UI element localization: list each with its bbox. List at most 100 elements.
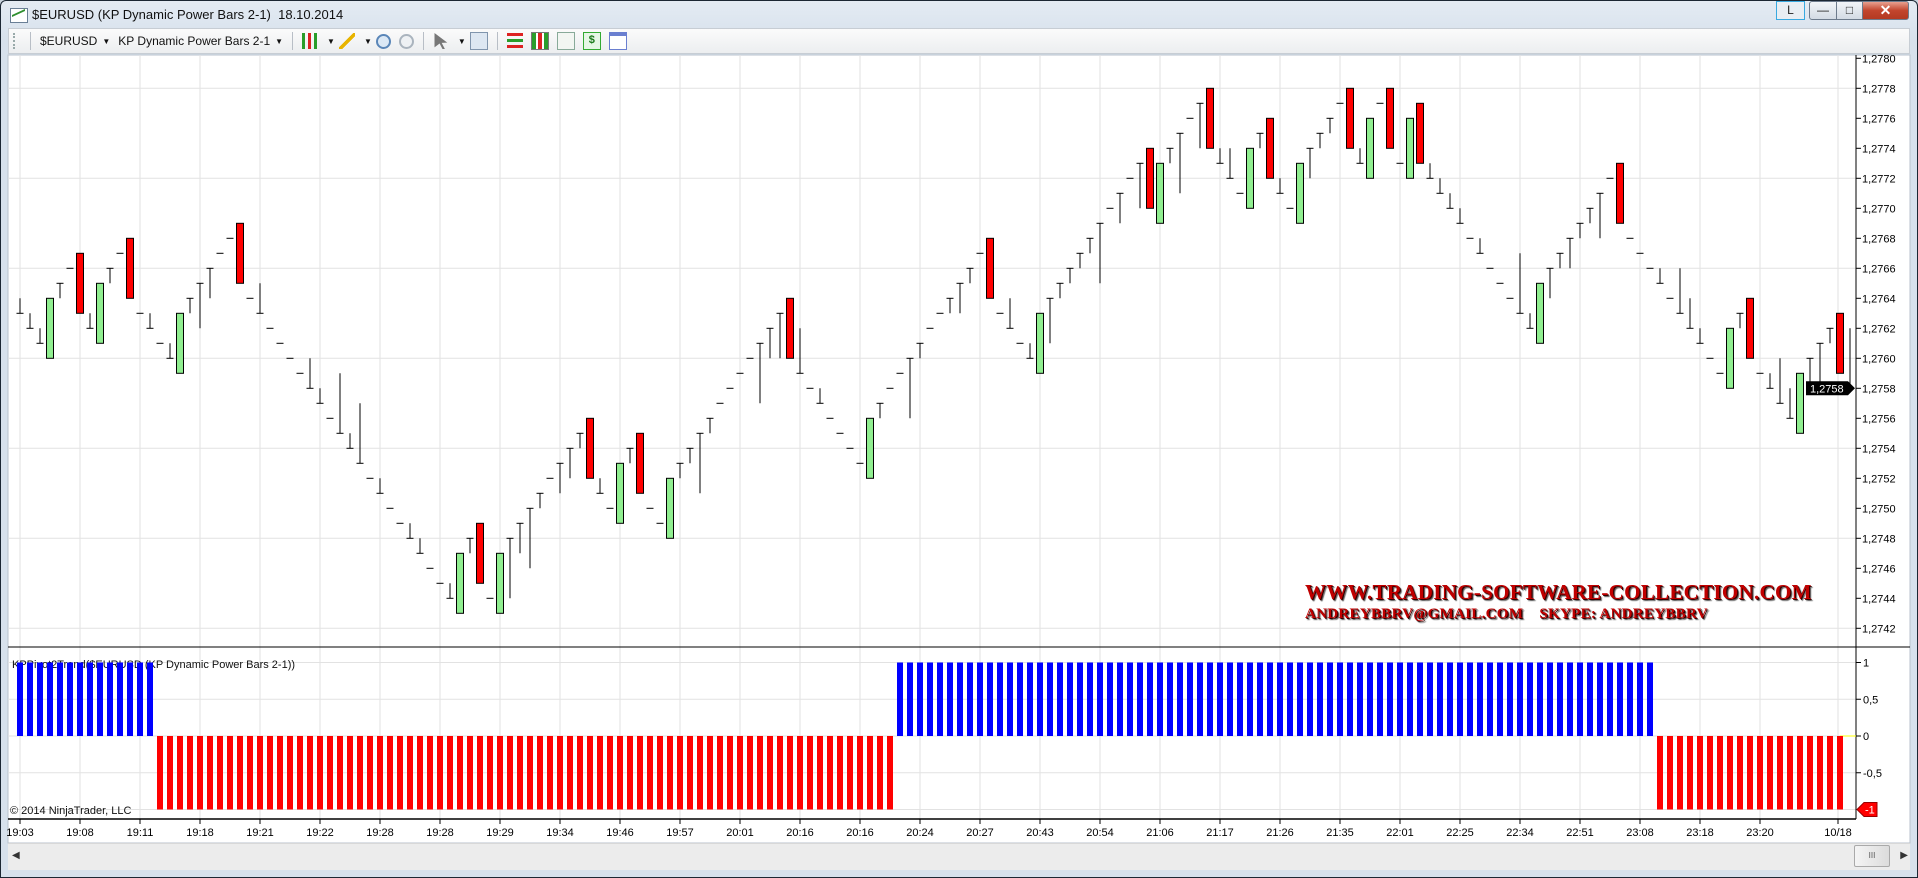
price-bar bbox=[1766, 373, 1774, 389]
layout-button[interactable]: L bbox=[1776, 1, 1805, 20]
indicator-axis-label: -0,5 bbox=[1863, 768, 1882, 780]
price-bar bbox=[466, 537, 474, 554]
time-label: 20:16 bbox=[846, 827, 874, 839]
down-bar bbox=[1616, 162, 1624, 224]
down-bar bbox=[1386, 87, 1394, 149]
horizontal-scrollbar[interactable]: ◀ III ▶ bbox=[8, 843, 1910, 870]
copyright-text: © 2014 NinjaTrader, LLC bbox=[10, 805, 132, 817]
price-bar bbox=[1226, 148, 1234, 179]
price-bar bbox=[1446, 193, 1454, 209]
time-label: 19:34 bbox=[546, 827, 574, 839]
price-bar bbox=[526, 507, 534, 569]
down-bar bbox=[986, 237, 994, 299]
zoom-in-icon[interactable] bbox=[375, 33, 391, 49]
price-bar bbox=[1196, 102, 1204, 149]
up-bar bbox=[46, 297, 54, 359]
magnifier-icon[interactable] bbox=[469, 32, 488, 50]
up-bar bbox=[496, 552, 504, 614]
down-bar bbox=[1266, 117, 1274, 179]
price-bar bbox=[1436, 178, 1444, 194]
price-bar bbox=[1596, 192, 1604, 239]
scroll-left-icon[interactable]: ◀ bbox=[12, 850, 20, 861]
price-bar bbox=[966, 267, 974, 284]
price-bar bbox=[106, 267, 114, 284]
title-bar[interactable]: $EURUSD (KP Dynamic Power Bars 2-1) 18.1… bbox=[0, 0, 1918, 30]
price-bar bbox=[316, 388, 324, 404]
price-bar bbox=[1306, 147, 1314, 179]
time-label: 20:24 bbox=[906, 827, 934, 839]
price-bar bbox=[1356, 148, 1364, 164]
price-bar bbox=[356, 403, 364, 464]
price-bar bbox=[596, 478, 604, 494]
price-bar bbox=[1076, 252, 1084, 269]
time-label: 21:06 bbox=[1146, 827, 1174, 839]
properties-icon[interactable] bbox=[608, 32, 627, 50]
price-bar bbox=[1116, 192, 1124, 224]
price-bar bbox=[1216, 148, 1224, 164]
watermark-contact: ANDREYBBRV@GMAIL.COM SKYPE: ANDREYBBRV bbox=[1305, 606, 1708, 622]
time-label: 23:20 bbox=[1746, 827, 1774, 839]
scrollbar-thumb[interactable]: III bbox=[1854, 845, 1890, 867]
last-price-marker bbox=[1806, 381, 1855, 396]
drawing-tool-icon[interactable] bbox=[338, 33, 355, 49]
price-bar bbox=[1476, 238, 1484, 254]
chevron-down-icon[interactable]: ▼ bbox=[363, 36, 372, 46]
price-bar bbox=[1086, 237, 1094, 254]
price-bar bbox=[146, 313, 154, 329]
price-bar bbox=[1776, 358, 1784, 404]
price-bar bbox=[16, 298, 24, 314]
close-button[interactable]: ✕ bbox=[1862, 1, 1909, 20]
strategies-icon[interactable] bbox=[506, 33, 523, 49]
instrument-selector[interactable]: $EURUSD ▼ bbox=[40, 34, 110, 48]
price-label: 1,2760 bbox=[1862, 353, 1896, 365]
chart-style-icon[interactable] bbox=[302, 33, 319, 49]
price-bar bbox=[1816, 342, 1824, 389]
price-bar bbox=[916, 342, 924, 359]
price-bar bbox=[556, 462, 564, 494]
price-label: 1,2746 bbox=[1862, 563, 1896, 575]
price-bar bbox=[416, 538, 424, 554]
chevron-down-icon[interactable]: ▼ bbox=[457, 36, 466, 46]
scroll-right-icon[interactable]: ▶ bbox=[1900, 850, 1908, 861]
price-bar bbox=[1256, 132, 1264, 149]
bar-type-label: KP Dynamic Power Bars 2-1 bbox=[118, 34, 271, 48]
time-label: 19:29 bbox=[486, 827, 514, 839]
down-bar bbox=[476, 522, 484, 584]
price-bar bbox=[196, 282, 204, 329]
time-label: 21:26 bbox=[1266, 827, 1294, 839]
orders-icon[interactable]: $ bbox=[582, 32, 601, 50]
time-label: 19:28 bbox=[366, 827, 394, 839]
time-label: 23:18 bbox=[1686, 827, 1714, 839]
price-label: 1,2742 bbox=[1862, 623, 1896, 635]
time-label: 19:28 bbox=[426, 827, 454, 839]
price-bar bbox=[446, 583, 454, 599]
data-box-icon[interactable] bbox=[556, 32, 575, 50]
down-bar bbox=[1146, 147, 1154, 209]
time-label: 19:11 bbox=[127, 827, 154, 839]
chevron-down-icon[interactable]: ▼ bbox=[327, 36, 335, 46]
price-bar bbox=[946, 297, 954, 314]
time-label: 20:54 bbox=[1086, 827, 1114, 839]
toolbar-grip[interactable] bbox=[13, 33, 19, 49]
bar-type-selector[interactable]: KP Dynamic Power Bars 2-1 ▼ bbox=[118, 34, 283, 48]
time-label: 19:21 bbox=[246, 827, 274, 839]
price-bar bbox=[306, 358, 314, 389]
price-bar bbox=[1586, 207, 1594, 224]
price-bar bbox=[756, 342, 764, 404]
time-label: 20:16 bbox=[786, 827, 814, 839]
indicator-label: KPPivot2Trend($EURUSD (KP Dynamic Power … bbox=[12, 659, 296, 671]
down-bar bbox=[1346, 87, 1354, 149]
price-bar bbox=[1426, 163, 1434, 179]
down-bar bbox=[636, 432, 644, 494]
price-label: 1,2768 bbox=[1862, 233, 1896, 245]
price-bar bbox=[1056, 282, 1064, 299]
indicator-axis-label: 0,5 bbox=[1863, 694, 1878, 706]
price-label: 1,2756 bbox=[1862, 413, 1896, 425]
time-label: 21:17 bbox=[1206, 827, 1234, 839]
price-bar bbox=[696, 432, 704, 494]
zoom-out-icon[interactable] bbox=[398, 33, 414, 49]
bars-icon[interactable] bbox=[530, 32, 549, 50]
time-label: 21:35 bbox=[1326, 827, 1354, 839]
chart-app-icon bbox=[10, 8, 28, 23]
